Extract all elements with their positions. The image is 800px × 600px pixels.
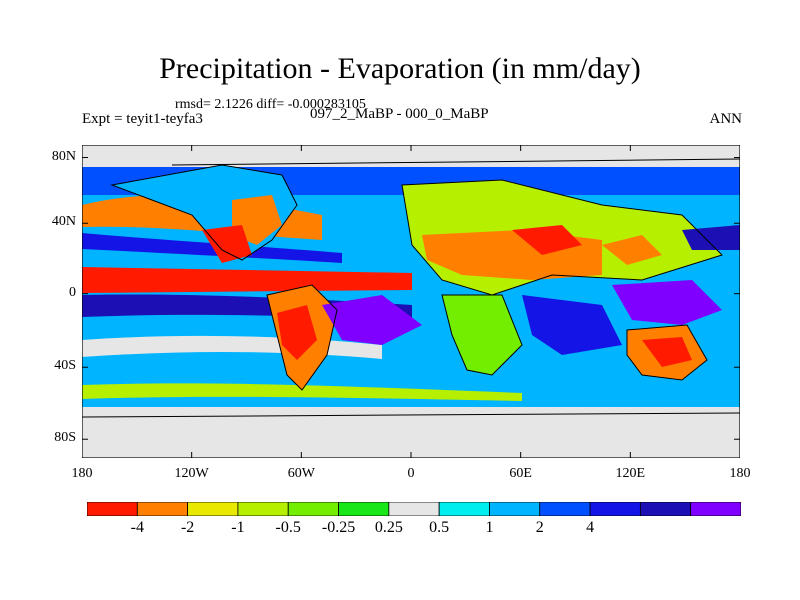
- colorbar-swatch: [438, 502, 490, 516]
- season-label: ANN: [709, 111, 743, 127]
- outline-antarctica: [82, 412, 740, 418]
- colorbar-swatch: [639, 502, 692, 516]
- lat-label: 0: [69, 284, 76, 300]
- colorbar-swatch: [690, 502, 741, 516]
- colorbar-swatch: [136, 502, 189, 516]
- colorbar-swatch: [87, 502, 138, 516]
- experiment-label: Expt = teyit1-teyfa3: [82, 111, 203, 127]
- field-indian-ocean: [522, 295, 622, 355]
- field-wpac-wet: [612, 280, 722, 325]
- colorbar-swatch: [589, 502, 641, 516]
- lat-label: 40N: [51, 214, 76, 230]
- colorbar-label: -0.5: [275, 519, 301, 536]
- colorbar-label: 0.25: [374, 519, 403, 536]
- field-asia-dry: [602, 235, 662, 265]
- outline-arctic: [171, 158, 740, 166]
- field-arabia-dry: [512, 225, 582, 255]
- field-npac-wet: [82, 233, 342, 263]
- field-s-band: [82, 383, 522, 401]
- outline-north-america: [110, 164, 298, 261]
- colorbar-label: -1: [231, 519, 245, 536]
- colorbar-label: -2: [180, 519, 195, 536]
- world-map: [82, 145, 740, 458]
- colorbar-label: 2: [535, 519, 544, 536]
- lon-label: 120W: [174, 466, 209, 481]
- lon-label: 180: [71, 466, 93, 481]
- stats-line: rmsd= 2.1226 diff= -0.000283105: [175, 97, 366, 112]
- outline-south-america: [266, 284, 338, 391]
- field-na-dry2: [202, 225, 252, 263]
- lat-label: 40S: [54, 358, 76, 374]
- colorbar-swatch: [539, 502, 591, 516]
- lon-label: 60E: [509, 466, 532, 481]
- field-aus-dry: [642, 337, 692, 367]
- period-label: 097_2_MaBP - 000_0_MaBP: [310, 106, 489, 122]
- field-atl-wet: [322, 295, 422, 345]
- lat-label: 80N: [51, 148, 76, 164]
- colorbar-label: -0.25: [321, 519, 356, 536]
- colorbar-label: 1: [485, 519, 494, 536]
- outline-australia: [626, 324, 708, 381]
- lat-label: 80S: [54, 430, 76, 446]
- field-npac-east: [682, 225, 740, 250]
- colorbar: [87, 502, 741, 516]
- colorbar-swatch: [489, 502, 541, 516]
- field-sa-dry: [277, 305, 317, 360]
- colorbar-swatch: [287, 502, 339, 516]
- colorbar-swatch: [237, 502, 289, 516]
- lon-label: 60W: [287, 466, 315, 481]
- outline-eurasia: [401, 179, 723, 296]
- colorbar-label: -4: [130, 519, 144, 536]
- field-arctic: [82, 145, 740, 167]
- lon-label: 180: [729, 466, 751, 481]
- plot-title: Precipitation - Evaporation (in mm/day): [159, 52, 641, 85]
- colorbar-swatch: [187, 502, 239, 516]
- field-trade-dry: [82, 267, 412, 293]
- colorbar-swatch: [388, 502, 440, 516]
- land-africa-south: [442, 295, 522, 375]
- colorbar-label: 4: [586, 519, 595, 536]
- lon-label: 0: [407, 466, 415, 481]
- lon-label: 120E: [615, 466, 646, 481]
- outline-africa: [441, 294, 523, 376]
- colorbar-label: 0.5: [429, 519, 450, 536]
- colorbar-swatch: [338, 502, 390, 516]
